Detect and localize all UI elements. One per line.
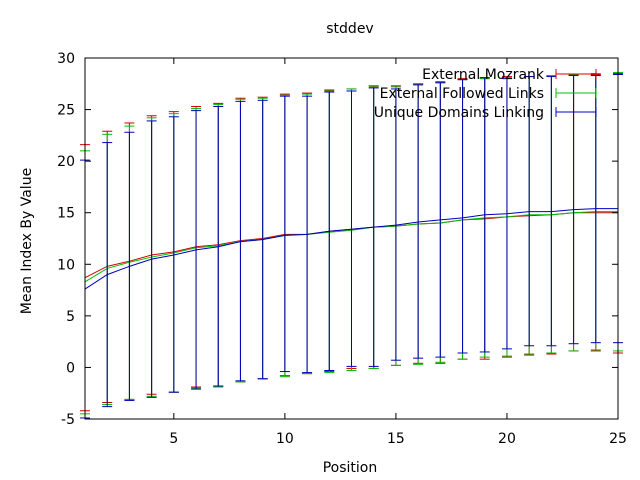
y-tick-label: 0 — [66, 360, 75, 376]
series-layer — [80, 71, 623, 419]
legend: External Mozrank External Followed Links U… — [374, 67, 597, 121]
legend-label: External Followed Links — [380, 86, 544, 102]
series-3 — [80, 74, 623, 419]
axes-layer: -5 0 5 10 15 20 25 30 5 10 15 20 25 — [57, 51, 627, 447]
y-tick-label: 30 — [57, 51, 75, 67]
y-tick-label: 5 — [66, 309, 75, 325]
y-tick-label: 25 — [57, 103, 75, 119]
x-tick-label: 20 — [498, 431, 516, 447]
x-tick-label: 10 — [276, 431, 294, 447]
legend-label: Unique Domains Linking — [374, 105, 544, 121]
y-tick-label: 10 — [57, 257, 75, 273]
chart-title: stddev — [326, 21, 373, 37]
plot-frame — [84, 57, 619, 420]
x-tick-label: 5 — [169, 431, 178, 447]
x-tick-label: 25 — [609, 431, 627, 447]
x-tick-label: 15 — [387, 431, 405, 447]
y-tick-label: 15 — [57, 206, 75, 222]
y-tick-label: 20 — [57, 154, 75, 170]
y-axis-label: Mean Index By Value — [19, 168, 35, 314]
x-axis-label: Position — [323, 460, 378, 476]
series-line — [84, 208, 618, 290]
y-tick-label: -5 — [61, 412, 75, 428]
legend-label: External Mozrank — [422, 67, 545, 83]
